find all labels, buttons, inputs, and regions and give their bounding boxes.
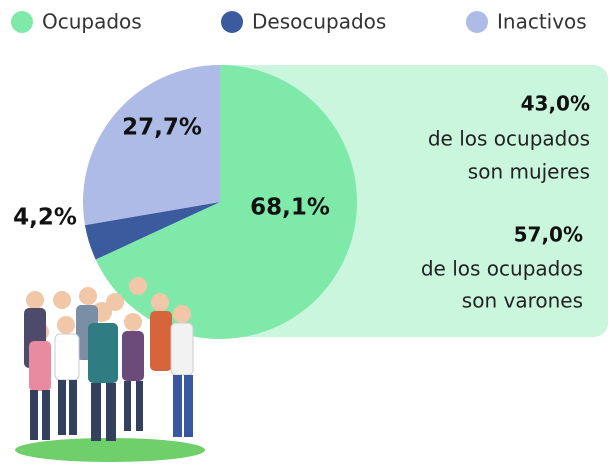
legend: Ocupados Desocupados Inactivos xyxy=(11,10,587,34)
legend-label: Inactivos xyxy=(497,10,587,34)
annotation-text: son mujeres xyxy=(468,160,590,184)
legend-swatch xyxy=(11,11,33,33)
annotation-text: de los ocupados xyxy=(421,257,583,281)
legend-swatch xyxy=(466,11,488,33)
data-label: 68,1% xyxy=(250,195,330,221)
data-label: 4,2% xyxy=(13,205,77,231)
annotation-text: de los ocupados xyxy=(428,127,590,151)
data-label: 27,7% xyxy=(122,115,202,141)
pie-slice xyxy=(83,65,220,225)
legend-swatch xyxy=(221,11,243,33)
legend-label: Ocupados xyxy=(42,10,142,34)
legend-label: Desocupados xyxy=(252,10,386,34)
annotation-value: 57,0% xyxy=(514,223,583,247)
annotation-text: son varones xyxy=(462,289,583,313)
chart: Ocupados Desocupados Inactivos 68,1% 4,2% 27… xyxy=(0,0,611,465)
annotation-value: 43,0% xyxy=(521,92,590,116)
